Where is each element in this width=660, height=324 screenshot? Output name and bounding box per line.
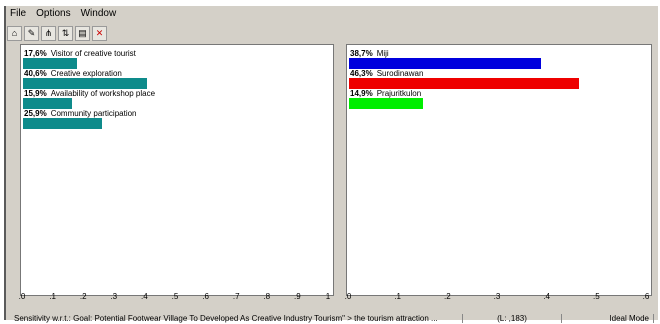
left-axis-tick-label: .9 [294,292,301,301]
left-axis-tick-label: .7 [232,292,240,301]
left-axis-tick-label: .5 [171,292,179,301]
left-bar[interactable] [23,58,77,69]
left-item-label: 15,9% Availability of workshop place [24,89,155,98]
status-bar: Sensitivity w.r.t.: Goal: Potential Foot… [10,312,654,324]
left-item-name: Visitor of creative tourist [50,49,136,58]
goal-tree-icon[interactable]: ⋔ [41,26,56,41]
left-bar[interactable] [23,78,147,89]
left-bar[interactable] [23,118,102,129]
right-item-percent: 14,9% [350,89,373,98]
left-bar[interactable] [23,98,72,109]
right-axis-tick-label: .3 [493,292,501,301]
right-item-percent: 38,7% [350,49,373,58]
right-item-label: 38,7% Miji [350,49,389,58]
left-item-name: Community participation [50,109,137,118]
right-sensitivity-pane: 38,7% Miji 46,3% Surodinawan 14,9% Prajuritku… [346,44,652,296]
left-axis-tick-label: .3 [110,292,118,301]
right-bar[interactable] [349,58,541,69]
right-item-label: 14,9% Prajuritkulon [350,89,421,98]
left-item-name: Creative exploration [50,69,122,78]
right-axis-tick-label: .6 [642,292,650,301]
left-item-label: 40,6% Creative exploration [24,69,122,78]
edit-icon[interactable]: ✎ [24,26,39,41]
left-item-percent: 15,9% [24,89,47,98]
right-item-name: Miji [376,49,389,58]
sort-icon[interactable]: ⇅ [58,26,73,41]
status-mode: Ideal Mode [562,313,654,323]
left-axis-tick-label: .1 [49,292,56,301]
home-icon[interactable]: ⌂ [7,26,22,41]
status-title: Sensitivity w.r.t.: Goal: Potential Foot… [10,313,463,323]
right-axis-tick-label: .4 [543,292,550,301]
left-item-percent: 40,6% [24,69,47,78]
menu-bar: File Options Window [10,8,116,24]
right-axis: .0 .1 .2 .3 .4 .5 .6 [344,292,652,304]
left-axis-tick-label: .8 [263,292,271,301]
toolbar: ⌂ ✎ ⋔ ⇅ ▤ ✕ [7,26,107,42]
left-sensitivity-pane: 17,6% Visitor of creative tourist 40,6% Cre… [20,44,334,296]
right-item-name: Prajuritkulon [376,89,422,98]
right-item-percent: 46,3% [350,69,373,78]
left-item-percent: 17,6% [24,49,47,58]
left-axis-tick-label: .2 [79,292,87,301]
status-coords: (L: ,183) [463,313,562,323]
left-axis-tick-label: .4 [141,292,148,301]
right-item-name: Surodinawan [376,69,424,78]
left-item-label: 25,9% Community participation [24,109,137,118]
left-axis-tick-label: .0 [18,292,26,301]
left-axis: .0 .1 .2 .3 .4 .5 .6 .7 .8 .9 1 [18,292,334,304]
right-axis-tick-label: .1 [394,292,401,301]
left-item-percent: 25,9% [24,109,47,118]
right-axis-tick-label: .5 [592,292,600,301]
menu-window[interactable]: Window [80,8,117,19]
menu-file[interactable]: File [10,8,27,19]
right-item-label: 46,3% Surodinawan [350,69,423,78]
menu-options[interactable]: Options [36,8,71,19]
right-axis-tick-label: .2 [443,292,451,301]
right-bar[interactable] [349,78,579,89]
left-item-name: Availability of workshop place [50,89,156,98]
print-icon[interactable]: ▤ [75,26,90,41]
close-icon[interactable]: ✕ [92,26,107,41]
left-axis-tick-label: .6 [202,292,209,301]
left-item-label: 17,6% Visitor of creative tourist [24,49,136,58]
right-axis-tick-label: .0 [344,292,352,301]
right-bar[interactable] [349,98,423,109]
left-axis-tick-label: 1 [325,292,331,301]
